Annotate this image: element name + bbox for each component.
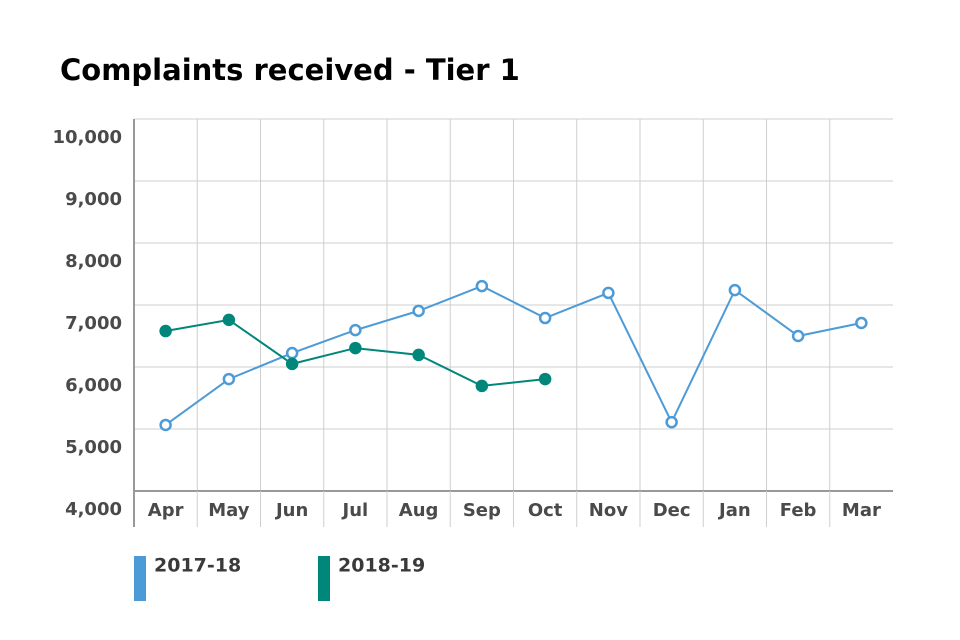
data-point xyxy=(475,379,489,393)
data-point xyxy=(159,418,172,432)
data-point xyxy=(412,304,425,318)
x-tick-label: Jul xyxy=(341,500,369,521)
data-point xyxy=(728,283,742,297)
legend-label: 2018-19 xyxy=(338,555,425,577)
x-tick-label: Feb xyxy=(780,500,817,521)
y-tick-label: 7,000 xyxy=(65,313,122,334)
y-tick-label: 10,000 xyxy=(53,127,122,148)
x-tick-label: May xyxy=(208,500,250,521)
data-point xyxy=(222,372,236,386)
x-tick-label: Jan xyxy=(717,500,751,521)
x-tick-label: Apr xyxy=(148,500,184,521)
data-point xyxy=(791,329,805,343)
data-point xyxy=(602,286,615,300)
data-point xyxy=(475,279,489,293)
legend-swatch xyxy=(318,556,330,601)
x-tick-label: Oct xyxy=(528,500,563,521)
x-tick-label: Jun xyxy=(274,500,308,521)
data-point xyxy=(538,311,552,325)
x-tick-label: Aug xyxy=(399,500,439,521)
chart-title: Complaints received - Tier 1 xyxy=(60,53,520,87)
y-tick-label: 4,000 xyxy=(65,499,122,520)
x-tick-label: Dec xyxy=(653,500,691,521)
y-tick-label: 6,000 xyxy=(65,375,122,396)
data-point xyxy=(349,323,362,337)
y-tick-label: 8,000 xyxy=(65,251,122,272)
data-point xyxy=(665,415,678,429)
data-point xyxy=(349,341,362,355)
data-point xyxy=(222,313,236,327)
data-point xyxy=(538,372,552,386)
y-tick-label: 5,000 xyxy=(65,437,122,458)
legend-label: 2017-18 xyxy=(154,555,241,577)
x-tick-label: Nov xyxy=(589,500,628,521)
x-tick-label: Mar xyxy=(842,500,881,521)
data-point xyxy=(855,316,868,330)
y-tick-label: 9,000 xyxy=(65,189,122,210)
legend-swatch xyxy=(134,556,146,601)
x-tick-label: Sep xyxy=(463,500,501,521)
data-point xyxy=(159,324,172,338)
data-point xyxy=(412,348,425,362)
data-point xyxy=(285,357,299,371)
data-point xyxy=(285,346,299,360)
